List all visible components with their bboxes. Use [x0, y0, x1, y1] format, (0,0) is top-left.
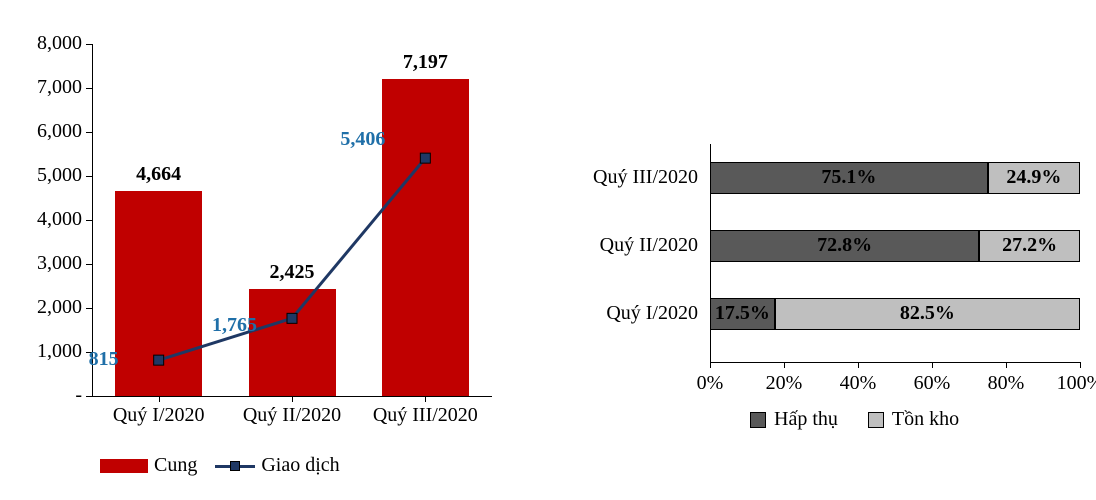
x-tick — [858, 362, 859, 368]
x-tick — [159, 396, 160, 402]
line-value-label: 815 — [89, 348, 119, 371]
x-tick — [425, 396, 426, 402]
line-value-label: 5,406 — [340, 128, 385, 151]
y-tick — [86, 44, 92, 45]
y-tick — [86, 88, 92, 89]
y-tick — [86, 308, 92, 309]
y-tick-label: 1,000 — [10, 340, 82, 363]
y-category-label: Quý I/2020 — [560, 302, 698, 325]
y-tick-label: 6,000 — [10, 120, 82, 143]
y-category-label: Quý III/2020 — [560, 166, 698, 189]
segment-value-label: 24.9% — [988, 166, 1080, 189]
x-tick-label: 0% — [682, 372, 738, 395]
y-category-label: Quý II/2020 — [560, 234, 698, 257]
y-tick — [86, 396, 92, 397]
x-tick-label: 40% — [830, 372, 886, 395]
y-tick-label: - — [10, 384, 82, 407]
x-tick — [710, 362, 711, 368]
y-tick — [86, 176, 92, 177]
legend-label: Cung — [154, 454, 197, 477]
y-tick-label: 2,000 — [10, 296, 82, 319]
segment-value-label: 82.5% — [775, 302, 1080, 325]
legend-label: Tồn kho — [892, 408, 959, 431]
legend-swatch-line — [215, 459, 255, 473]
legend-label: Giao dịch — [261, 454, 339, 477]
segment-value-label: 72.8% — [710, 234, 979, 257]
y-tick — [86, 220, 92, 221]
y-tick-label: 4,000 — [10, 208, 82, 231]
bar — [249, 289, 336, 396]
bar-value-label: 7,197 — [375, 51, 475, 74]
x-tick-label: 100% — [1052, 372, 1096, 395]
y-tick-label: 7,000 — [10, 76, 82, 99]
x-tick — [784, 362, 785, 368]
bar-value-label: 2,425 — [242, 261, 342, 284]
x-tick-label: 80% — [978, 372, 1034, 395]
legend-label: Hấp thụ — [774, 408, 838, 431]
segment-value-label: 17.5% — [710, 302, 775, 325]
x-tick — [1006, 362, 1007, 368]
y-tick — [86, 264, 92, 265]
absorption-inventory-chart: 0%20%40%60%80%100%Quý III/202075.1%24.9%… — [560, 0, 1090, 500]
legend: Hấp thụ Tồn kho — [750, 408, 959, 431]
segment-value-label: 75.1% — [710, 166, 988, 189]
y-axis — [92, 44, 93, 396]
x-tick — [1080, 362, 1081, 368]
x-category-label: Quý II/2020 — [234, 404, 350, 427]
x-tick-label: 60% — [904, 372, 960, 395]
x-tick-label: 20% — [756, 372, 812, 395]
y-tick — [86, 132, 92, 133]
y-tick-label: 5,000 — [10, 164, 82, 187]
x-category-label: Quý III/2020 — [367, 404, 483, 427]
y-tick-label: 3,000 — [10, 252, 82, 275]
x-tick — [932, 362, 933, 368]
legend: Cung Giao dịch — [100, 454, 340, 477]
bar — [115, 191, 202, 396]
x-category-label: Quý I/2020 — [101, 404, 217, 427]
bar — [382, 79, 469, 396]
supply-transaction-chart: - 1,000 2,000 3,000 4,000 5,000 6,000 7,000 8,00… — [10, 0, 530, 500]
legend-swatch-bar — [100, 459, 148, 473]
bar-value-label: 4,664 — [109, 163, 209, 186]
y-tick-label: 8,000 — [10, 32, 82, 55]
segment-value-label: 27.2% — [979, 234, 1080, 257]
legend-swatch — [750, 412, 766, 428]
x-tick — [292, 396, 293, 402]
legend-swatch — [868, 412, 884, 428]
line-value-label: 1,765 — [212, 314, 257, 337]
x-axis — [710, 362, 1080, 363]
